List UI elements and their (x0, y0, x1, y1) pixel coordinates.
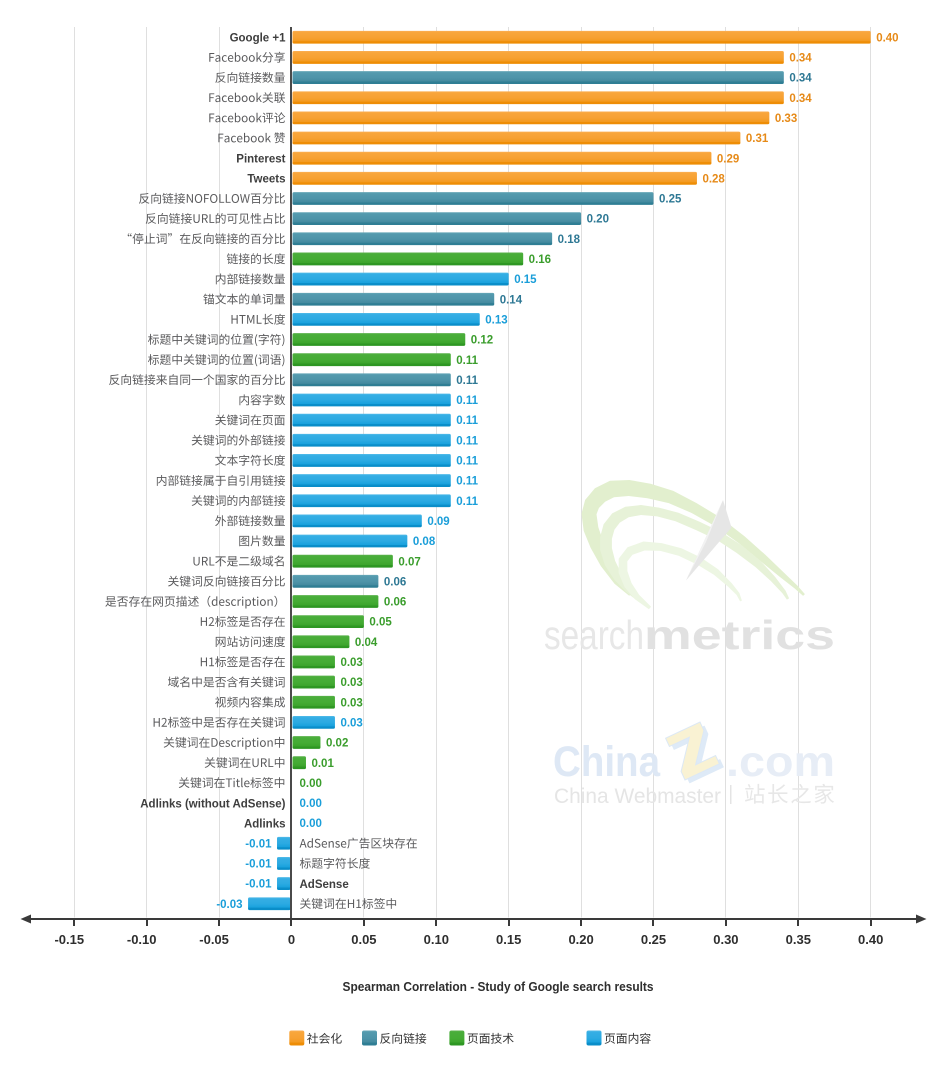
svg-text:0.11: 0.11 (456, 395, 478, 407)
svg-text:-0.01: -0.01 (245, 859, 272, 871)
svg-text:0.07: 0.07 (398, 556, 420, 568)
svg-text:0.11: 0.11 (456, 355, 478, 367)
svg-text:China Webmaster: China Webmaster (554, 785, 721, 808)
svg-text:Adlinks: Adlinks (244, 818, 286, 830)
svg-text:0.02: 0.02 (326, 738, 348, 750)
svg-text:0.01: 0.01 (311, 758, 334, 770)
svg-text:0.35: 0.35 (786, 932, 811, 947)
svg-text:0.18: 0.18 (558, 234, 581, 246)
svg-text:search: search (544, 612, 644, 658)
svg-text:0.03: 0.03 (340, 677, 362, 689)
svg-text:-0.03: -0.03 (216, 899, 242, 911)
svg-text:Adlinks (without AdSense): Adlinks (without AdSense) (140, 798, 285, 810)
svg-text:0.06: 0.06 (384, 576, 406, 588)
svg-text:0.11: 0.11 (456, 476, 478, 488)
svg-text:0.11: 0.11 (456, 375, 478, 387)
svg-text:0.09: 0.09 (427, 516, 449, 528)
svg-text:0.29: 0.29 (717, 153, 739, 165)
svg-text:0.00: 0.00 (300, 798, 322, 810)
svg-text:0.03: 0.03 (340, 717, 362, 729)
svg-text:0.16: 0.16 (529, 254, 551, 266)
svg-text:0.25: 0.25 (641, 932, 666, 947)
svg-text:0.12: 0.12 (471, 335, 493, 347)
svg-text:Tweets: Tweets (247, 174, 285, 186)
svg-text:0.11: 0.11 (456, 415, 478, 427)
svg-text:Google +1: Google +1 (230, 33, 287, 45)
svg-text:0.11: 0.11 (456, 435, 478, 447)
svg-text:0.00: 0.00 (300, 818, 322, 830)
svg-text:0.05: 0.05 (351, 932, 376, 947)
svg-text:0.05: 0.05 (369, 617, 392, 629)
svg-text:metrics: metrics (644, 612, 835, 658)
svg-text:0.20: 0.20 (568, 932, 593, 947)
svg-text:0.08: 0.08 (413, 536, 436, 548)
svg-text:0.34: 0.34 (789, 73, 812, 85)
svg-text:-0.05: -0.05 (199, 932, 229, 947)
svg-text:0.34: 0.34 (789, 93, 812, 105)
svg-text:-0.01: -0.01 (245, 838, 272, 850)
svg-text:0.33: 0.33 (775, 113, 797, 125)
svg-text:0.34: 0.34 (789, 53, 812, 65)
svg-text:-0.15: -0.15 (54, 932, 84, 947)
svg-text:AdSense: AdSense (300, 879, 349, 891)
svg-text:China: China (553, 738, 661, 786)
svg-text:0.04: 0.04 (355, 637, 378, 649)
svg-text:0.11: 0.11 (456, 456, 478, 468)
svg-text:0.03: 0.03 (340, 697, 362, 709)
svg-text:0.10: 0.10 (424, 932, 449, 947)
svg-text:0.13: 0.13 (485, 314, 507, 326)
svg-text:0.15: 0.15 (496, 932, 521, 947)
svg-text:-0.10: -0.10 (127, 932, 157, 947)
svg-text:0.28: 0.28 (702, 173, 725, 185)
svg-text:0.40: 0.40 (876, 32, 898, 44)
svg-text:0.11: 0.11 (456, 496, 478, 508)
svg-text:0.30: 0.30 (713, 932, 738, 947)
svg-text:0.15: 0.15 (514, 274, 537, 286)
svg-text:0.06: 0.06 (384, 597, 406, 609)
svg-text:0: 0 (288, 932, 295, 947)
svg-text:Pinterest: Pinterest (236, 153, 285, 165)
svg-text:0.03: 0.03 (340, 657, 362, 669)
svg-text:.com: .com (726, 738, 835, 786)
svg-text:0.40: 0.40 (858, 932, 883, 947)
svg-text:0.25: 0.25 (659, 194, 682, 206)
svg-text:Spearman Correlation - Study o: Spearman Correlation - Study of Google s… (343, 979, 654, 994)
svg-text:-0.01: -0.01 (245, 879, 272, 891)
svg-text:0.00: 0.00 (300, 778, 322, 790)
svg-text:0.14: 0.14 (500, 294, 523, 306)
svg-text:0.31: 0.31 (746, 133, 769, 145)
svg-text:0.20: 0.20 (587, 214, 609, 226)
